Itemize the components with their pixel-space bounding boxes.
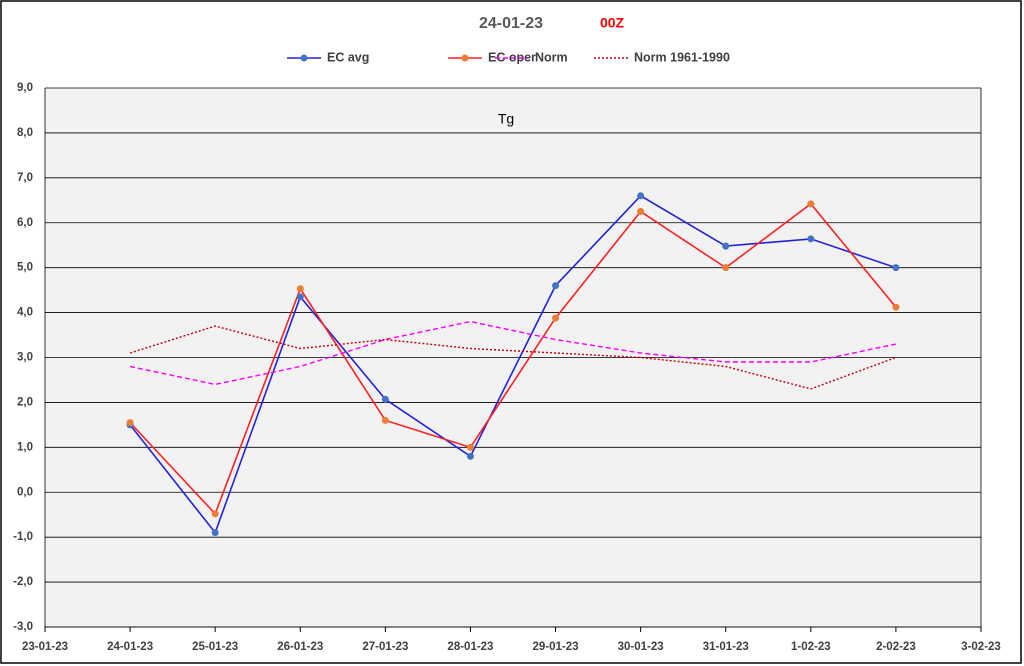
data-point (466, 443, 474, 451)
data-point (296, 285, 304, 293)
y-tick-label: 9,0 (17, 82, 33, 94)
x-tick-label: 28-01-23 (447, 641, 493, 653)
x-tick-label: 27-01-23 (362, 641, 408, 653)
chart-subtitle: 00Z (600, 15, 625, 31)
data-point (211, 510, 219, 518)
legend-marker (461, 54, 469, 62)
data-point (892, 264, 900, 272)
y-tick-label: -3,0 (13, 621, 33, 633)
annotation: Tg (498, 111, 514, 127)
data-point (381, 395, 389, 403)
series-line (129, 325, 897, 390)
data-point (722, 242, 730, 250)
y-tick-label: -2,0 (13, 576, 33, 588)
y-tick-label: 8,0 (17, 127, 33, 139)
x-tick-label: 25-01-23 (192, 641, 238, 653)
y-tick-label: 3,0 (17, 352, 33, 364)
y-tick-label: 2,0 (17, 396, 33, 408)
x-tick-label: 24-01-23 (107, 641, 153, 653)
legend-label: Norm 1961-1990 (634, 50, 730, 64)
y-tick-label: 5,0 (17, 262, 33, 274)
x-tick-label: 30-01-23 (618, 641, 664, 653)
data-point (466, 452, 474, 460)
data-point (126, 419, 134, 427)
series-line (129, 320, 897, 386)
y-tick-label: -1,0 (13, 531, 33, 543)
y-tick-label: 7,0 (17, 172, 33, 184)
series-line (129, 194, 897, 535)
data-point (807, 235, 815, 243)
data-point (381, 416, 389, 424)
legend-label: EC avg (327, 50, 369, 64)
data-point (552, 282, 560, 290)
y-tick-label: 6,0 (17, 217, 33, 229)
x-tick-label: 23-01-23 (22, 641, 68, 653)
data-point (296, 293, 304, 301)
data-point (552, 314, 560, 322)
x-tick-label: 1-02-23 (791, 641, 831, 653)
y-tick-label: 0,0 (17, 486, 33, 498)
data-point (722, 264, 730, 272)
legend-marker (300, 54, 308, 62)
x-tick-label: 31-01-23 (703, 641, 749, 653)
chart-title: 24-01-23 (479, 15, 543, 32)
legend-label: Norm (535, 50, 568, 64)
data-point (637, 192, 645, 200)
x-tick-label: 26-01-23 (277, 641, 323, 653)
data-point (892, 303, 900, 311)
x-tick-label: 29-01-23 (533, 641, 579, 653)
x-tick-label: 3-02-23 (961, 641, 1001, 653)
y-tick-label: 4,0 (17, 307, 33, 319)
y-tick-label: 1,0 (17, 441, 33, 453)
x-tick-label: 2-02-23 (876, 641, 916, 653)
data-point (211, 529, 219, 537)
data-point (637, 208, 645, 216)
series-line (129, 202, 897, 516)
data-point (807, 200, 815, 208)
